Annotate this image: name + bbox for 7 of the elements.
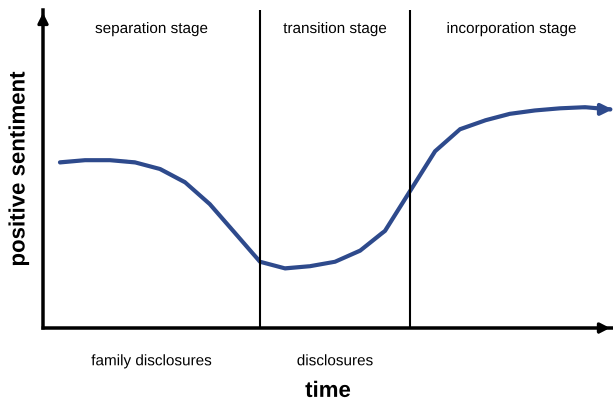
text: separation stage [95, 22, 208, 36]
text: disclosures [297, 354, 373, 366]
text: transition stage [283, 22, 386, 36]
text: incorporation stage [448, 22, 576, 36]
x-axis-title: time [305, 380, 350, 398]
y-axis-title: positive sentiment [8, 72, 30, 266]
text: family disclosures [91, 354, 212, 368]
